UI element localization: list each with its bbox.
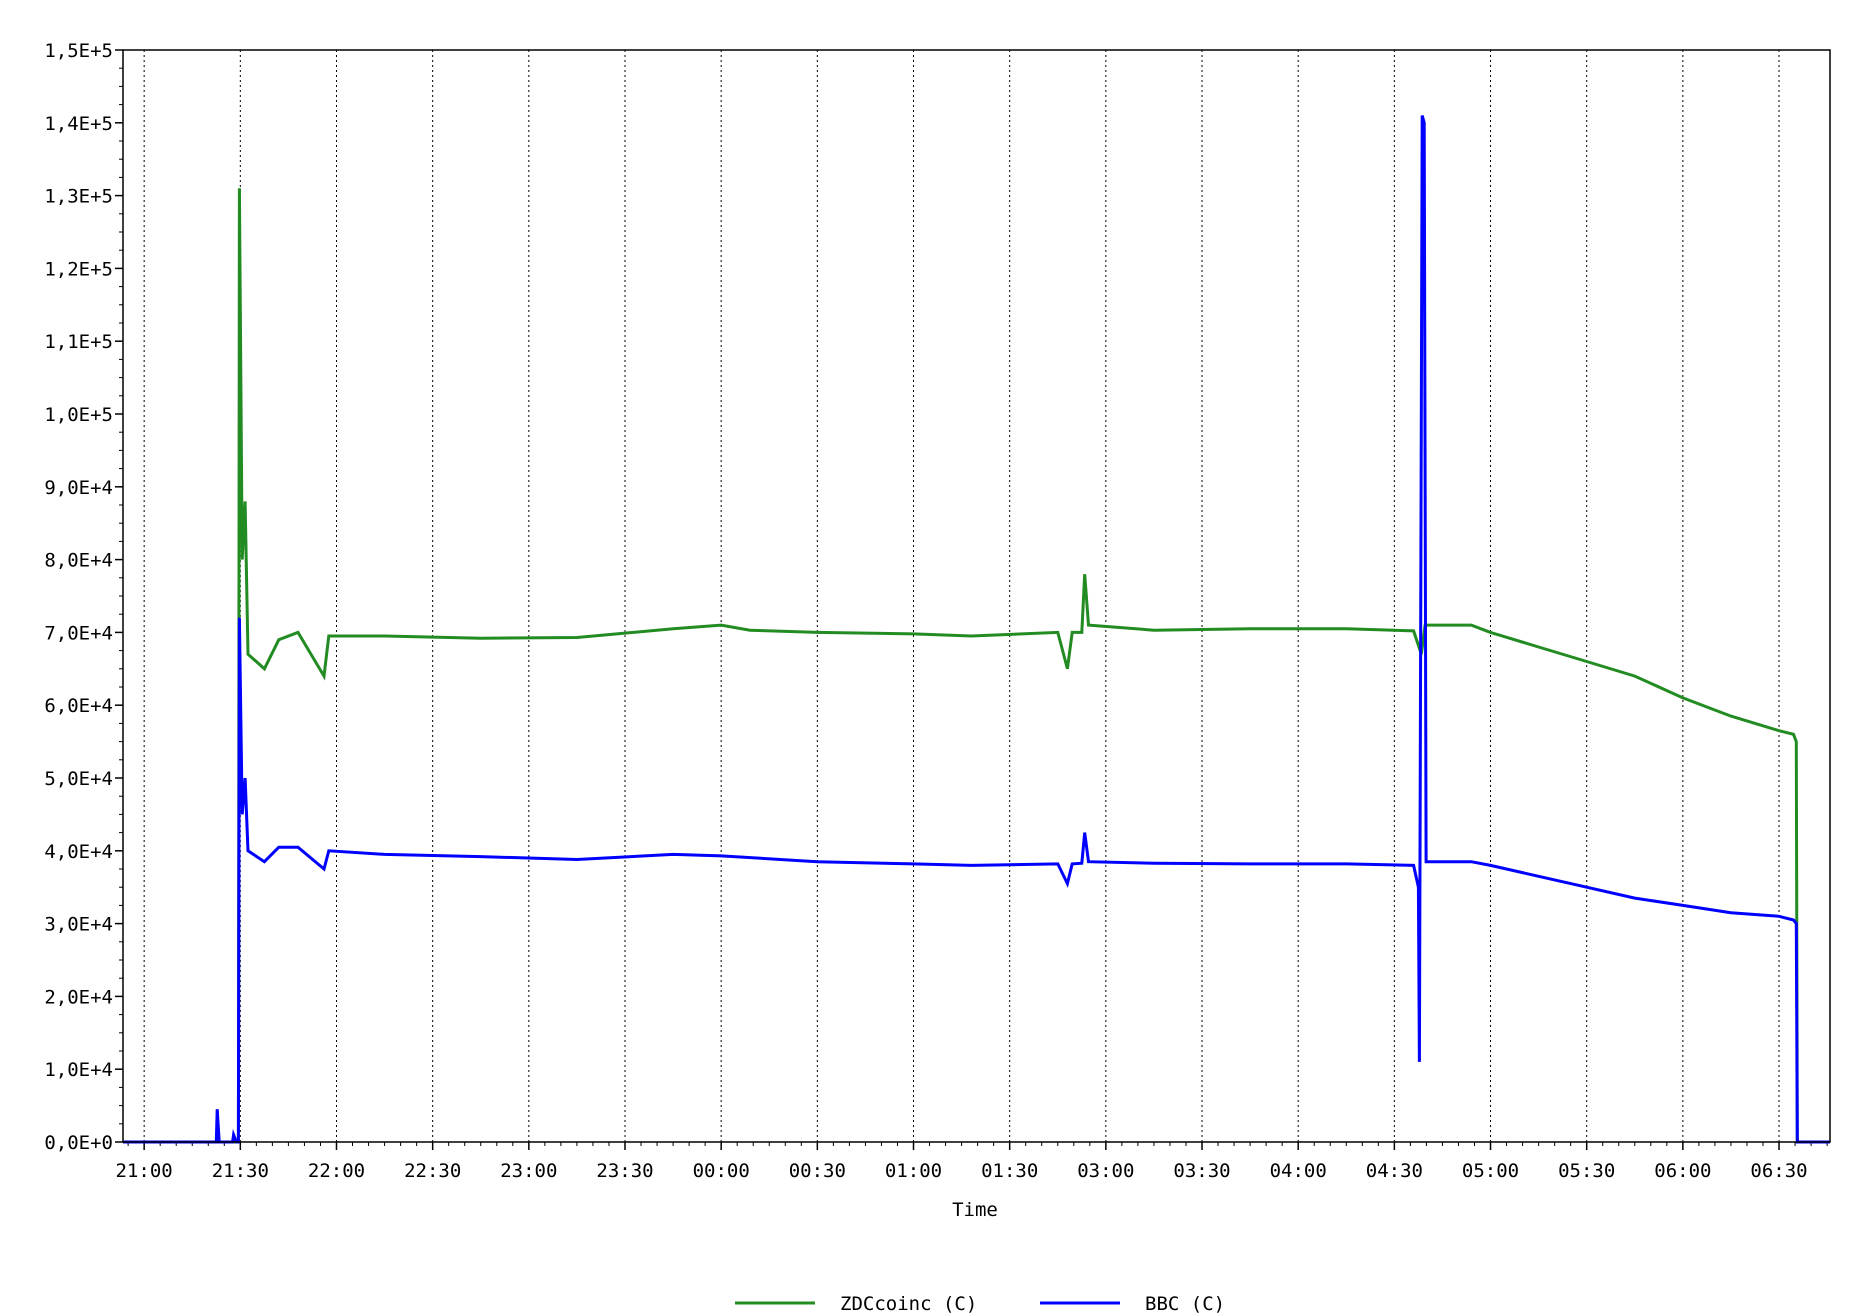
y-tick-label: 1,0E+4 xyxy=(44,1059,113,1081)
y-tick-label: 5,0E+4 xyxy=(44,768,113,790)
y-tick-label: 6,0E+4 xyxy=(44,695,113,717)
legend-label-1: BBC (C) xyxy=(1145,1293,1225,1315)
x-tick-label: 00:00 xyxy=(693,1160,750,1182)
y-tick-label: 1,0E+5 xyxy=(44,404,113,426)
y-tick-label: 2,0E+4 xyxy=(44,986,113,1008)
y-tick-label: 3,0E+4 xyxy=(44,914,113,936)
plot-frame xyxy=(122,49,1831,1143)
y-tick-label: 0,0E+0 xyxy=(44,1132,113,1154)
y-tick-label: 1,3E+5 xyxy=(44,186,113,208)
x-tick-label: 23:30 xyxy=(596,1160,653,1182)
x-tick-label: 06:00 xyxy=(1654,1160,1711,1182)
x-tick-label: 01:30 xyxy=(981,1160,1038,1182)
x-tick-label: 21:30 xyxy=(212,1160,269,1182)
x-tick-label: 04:30 xyxy=(1366,1160,1423,1182)
grid-layer xyxy=(143,50,1780,1142)
y-tick-label: 1,2E+5 xyxy=(44,258,113,280)
x-tick-label: 22:30 xyxy=(404,1160,461,1182)
x-tick-label: 23:00 xyxy=(500,1160,557,1182)
x-axis-title: Time xyxy=(952,1199,998,1221)
y-tick-label: 8,0E+4 xyxy=(44,550,113,572)
y-tick-label: 1,4E+5 xyxy=(44,113,113,135)
x-tick-label: 00:30 xyxy=(789,1160,846,1182)
x-tick-label: 03:00 xyxy=(1077,1160,1134,1182)
x-tick-label: 05:00 xyxy=(1462,1160,1519,1182)
x-tick-label: 01:00 xyxy=(885,1160,942,1182)
x-tick-label: 03:30 xyxy=(1173,1160,1230,1182)
y-tick-label: 9,0E+4 xyxy=(44,477,113,499)
series-line-1 xyxy=(123,115,1830,1144)
y-tick-label: 4,0E+4 xyxy=(44,841,113,863)
x-tick-label: 04:00 xyxy=(1270,1160,1327,1182)
x-tick-label: 22:00 xyxy=(308,1160,365,1182)
y-tick-label: 1,1E+5 xyxy=(44,331,113,353)
axis-layer: 21:00 21:30 22:00 22:30 23:00 23:30 00:00 00:30… xyxy=(44,40,1828,1182)
y-tick-label: 7,0E+4 xyxy=(44,622,113,644)
x-tick-label: 06:30 xyxy=(1750,1160,1807,1182)
x-tick-label: 21:00 xyxy=(116,1160,173,1182)
x-tick-label: 05:30 xyxy=(1558,1160,1615,1182)
legend-label-0: ZDCcoinc (C) xyxy=(840,1293,977,1315)
series-line-0 xyxy=(123,188,1830,1144)
y-tick-label: 1,5E+5 xyxy=(44,40,113,62)
legend: ZDCcoinc (C) BBC (C) xyxy=(735,1293,1225,1315)
series-layer xyxy=(123,115,1830,1144)
